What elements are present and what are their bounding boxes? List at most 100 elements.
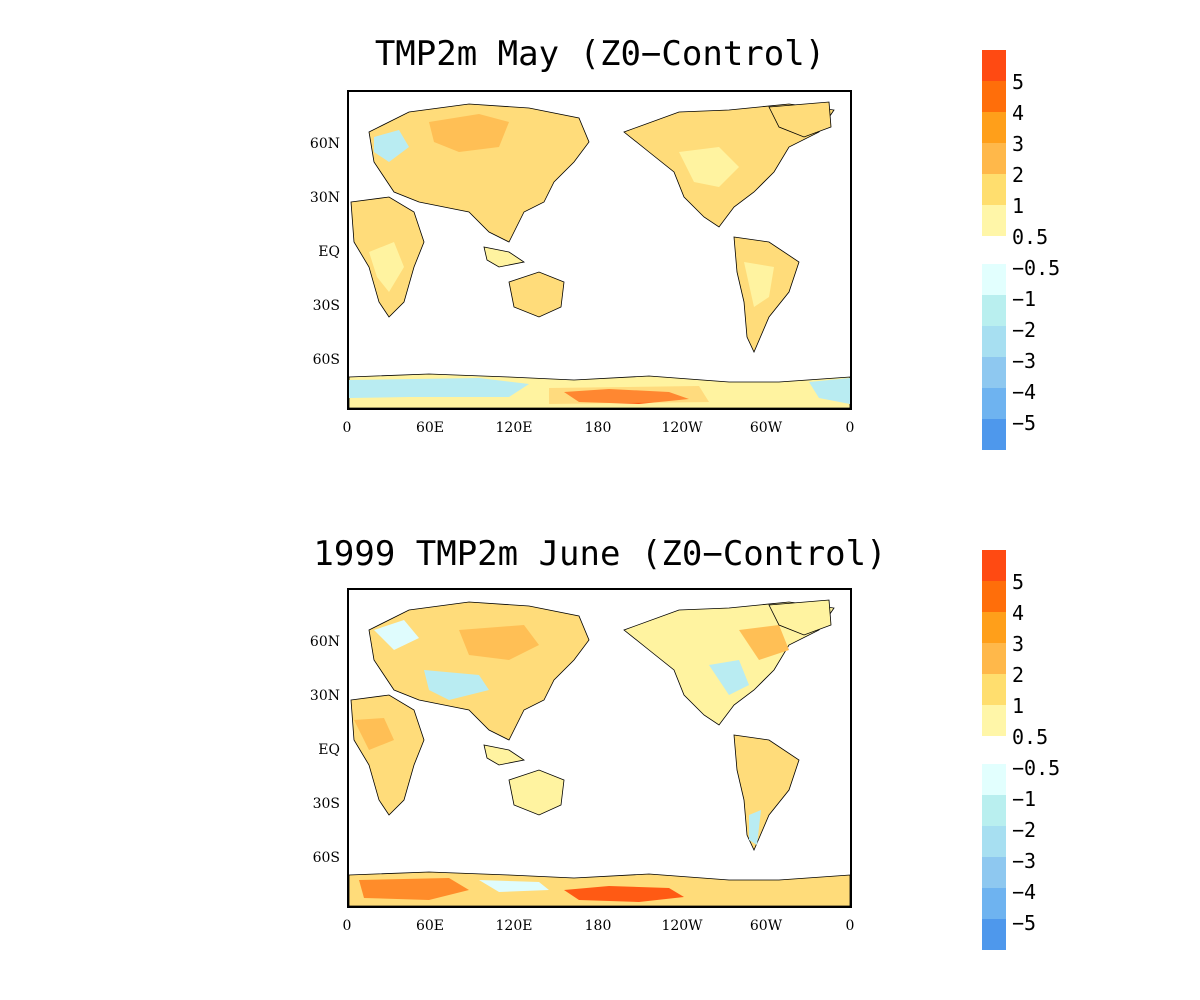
lat-label-eq: EQ	[318, 244, 340, 260]
lon-label-180: 180	[584, 918, 612, 934]
colorbar-label: 3	[1012, 132, 1025, 156]
region-greenland	[768, 599, 832, 636]
lon-label-60e: 60E	[415, 918, 445, 934]
colorbar-swatch-warm-0	[982, 705, 1006, 736]
landmass-indonesia	[483, 744, 526, 766]
landmass-indonesia	[483, 246, 526, 268]
region-antarctica-cool-east	[809, 378, 850, 404]
landmass-south-america	[733, 734, 800, 851]
world-map	[349, 101, 850, 408]
colorbar-label: 0.5	[1012, 225, 1049, 249]
region-africa-strong	[354, 718, 394, 750]
colorbar-label: 2	[1012, 663, 1025, 687]
region-na-light	[679, 147, 739, 187]
colorbar-swatch-cool-2	[982, 326, 1006, 357]
lat-label-60s: 60S	[312, 850, 340, 866]
landmass-eurasia	[368, 601, 590, 741]
colorbar-swatch-cool-2	[982, 826, 1006, 857]
colorbar-swatch-warm-4	[982, 581, 1006, 612]
colorbar-label: 3	[1012, 632, 1025, 656]
colorbar-label: 0.5	[1012, 725, 1049, 749]
colorbar-label: 2	[1012, 163, 1025, 187]
colorbar-swatch-warm-1	[982, 174, 1006, 205]
landmass-eurasia	[368, 103, 590, 243]
colorbar-label: −3	[1012, 349, 1037, 373]
colorbar-label: −1	[1012, 287, 1037, 311]
colorbar-label: 1	[1012, 694, 1025, 718]
lon-label-60w: 60W	[749, 420, 783, 436]
lon-label-60w: 60W	[749, 918, 783, 934]
colorbar-swatch-warm-5	[982, 50, 1006, 81]
panel-title: TMP2m May (Z0−Control)	[374, 34, 826, 74]
colorbar-label: −2	[1012, 318, 1037, 342]
lon-label-60e: 60E	[415, 420, 445, 436]
colorbar: 5 4 3 2 1 0.5 −0.5 −1 −2 −3 −4 −5	[982, 50, 1060, 450]
lat-label-eq: EQ	[318, 742, 340, 758]
region-antarctica-cool	[479, 880, 549, 892]
colorbar-label: −3	[1012, 849, 1037, 873]
region-sa-light	[744, 262, 774, 307]
lon-label-180: 180	[584, 420, 612, 436]
colorbar-swatch-warm-2	[982, 143, 1006, 174]
colorbar-swatch-cool-4	[982, 388, 1006, 419]
colorbar-label: −2	[1012, 818, 1037, 842]
colorbar-label: −1	[1012, 787, 1037, 811]
colorbar-label: 1	[1012, 194, 1025, 218]
lon-label-0-right: 0	[845, 420, 855, 436]
region-greenland	[768, 101, 832, 138]
region-antarctica-hot	[564, 389, 689, 404]
landmass-australia	[508, 769, 565, 816]
colorbar-swatch-cool-5	[982, 419, 1006, 450]
region-sa-cool	[749, 810, 761, 845]
colorbar-swatch-neutral	[982, 736, 1006, 764]
colorbar-swatch-cool-0	[982, 764, 1006, 795]
colorbar-swatch-warm-3	[982, 612, 1006, 643]
lon-label-120w: 120W	[661, 918, 703, 934]
lat-label-60s: 60S	[312, 352, 340, 368]
colorbar-swatch-cool-1	[982, 295, 1006, 326]
colorbar-label: −5	[1012, 911, 1037, 935]
lon-label-120e: 120E	[495, 420, 533, 436]
colorbar-swatch-warm-0	[982, 205, 1006, 236]
lon-label-0-left: 0	[342, 420, 352, 436]
region-antarctica-cool-west	[349, 378, 529, 398]
colorbar-label: −0.5	[1012, 756, 1061, 780]
landmass-australia	[508, 271, 565, 318]
colorbar-swatch-warm-2	[982, 643, 1006, 674]
panel-june: 1999 TMP2m June (Z0−Control) 60N 30N EQ …	[0, 500, 1200, 1000]
region-siberia-warm	[459, 625, 539, 660]
lon-label-120e: 120E	[495, 918, 533, 934]
colorbar-swatch-cool-3	[982, 357, 1006, 388]
colorbar-swatch-cool-1	[982, 795, 1006, 826]
region-na-cool	[709, 660, 749, 695]
colorbar-label: −4	[1012, 880, 1037, 904]
region-siberia-warm	[429, 114, 509, 152]
colorbar: 5 4 3 2 1 0.5 −0.5 −1 −2 −3 −4 −5	[982, 550, 1060, 950]
region-na-warm	[739, 625, 789, 660]
colorbar-label: −0.5	[1012, 256, 1061, 280]
lat-label-30s: 30S	[312, 298, 340, 314]
colorbar-swatch-warm-4	[982, 81, 1006, 112]
lat-label-30s: 30S	[312, 796, 340, 812]
colorbar-swatch-warm-3	[982, 112, 1006, 143]
region-antarctica-hot-center	[564, 886, 684, 902]
world-map	[349, 599, 850, 906]
region-scandinavia-cool	[374, 130, 409, 162]
colorbar-swatch-cool-4	[982, 888, 1006, 919]
colorbar-label: −4	[1012, 380, 1037, 404]
panel-title: 1999 TMP2m June (Z0−Control)	[313, 534, 887, 574]
map-plot-area	[347, 90, 852, 410]
landmass-africa	[350, 694, 425, 816]
colorbar-swatch-cool-3	[982, 857, 1006, 888]
region-antarctica-hot-west	[359, 878, 469, 900]
colorbar-label: 5	[1012, 570, 1025, 594]
colorbar-swatch-cool-5	[982, 919, 1006, 950]
lat-label-30n: 30N	[309, 190, 340, 206]
colorbar-swatch-cool-0	[982, 264, 1006, 295]
colorbar-label: 4	[1012, 601, 1025, 625]
colorbar-label: 5	[1012, 70, 1025, 94]
region-asia-cool	[424, 670, 489, 700]
lat-label-60n: 60N	[309, 136, 340, 152]
region-africa-light	[369, 242, 404, 292]
lat-label-60n: 60N	[309, 634, 340, 650]
